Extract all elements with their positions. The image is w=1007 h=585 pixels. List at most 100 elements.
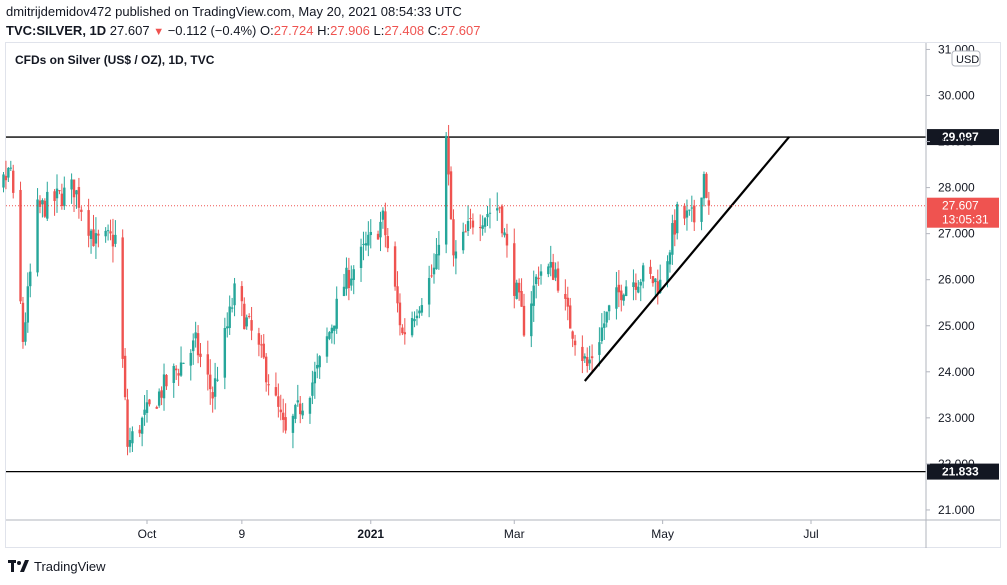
candle-body — [140, 417, 144, 434]
publisher-text: dmitrijdemidov472 published on TradingVi… — [6, 4, 462, 19]
candle-body — [581, 346, 584, 362]
candle-body — [277, 396, 280, 407]
candle-body — [376, 233, 380, 240]
symbol-ohlc-line: TVC:SILVER, 1D 27.607 ▼ −0.112 (−0.4%) O… — [6, 23, 481, 38]
candle-body — [97, 233, 100, 236]
last-price: 27.607 — [109, 23, 150, 38]
candle-body — [588, 359, 591, 364]
candle-body — [637, 286, 640, 293]
candle-body — [461, 231, 465, 251]
candle-body — [537, 277, 540, 280]
candle-body — [513, 243, 516, 296]
candle-body — [43, 200, 47, 217]
candle-body — [676, 204, 679, 234]
chart-frame[interactable] — [5, 42, 1001, 548]
price-axis[interactable]: 21.000 22.000 23.000 24.000 25.000 26.000 27.0… — [925, 42, 981, 548]
candle-body — [316, 364, 319, 369]
publisher-line: dmitrijdemidov472 published on TradingVi… — [6, 4, 462, 19]
candle-body — [206, 354, 210, 375]
candle-body — [80, 209, 83, 212]
candle-body — [260, 344, 263, 346]
time-tick-label: Mar — [504, 527, 525, 541]
candle-body — [432, 267, 436, 275]
candle-body — [600, 327, 604, 342]
price-tick-label: 29.000 — [938, 135, 975, 149]
candle-body — [634, 282, 638, 290]
last-price-badge-countdown: 13:05:31 — [942, 213, 989, 227]
candle-body — [505, 233, 509, 246]
candle-body — [58, 190, 61, 192]
candle-body — [143, 409, 146, 415]
candles — [2, 124, 711, 456]
price-tick-label: 26.000 — [938, 273, 975, 287]
candle-body — [228, 306, 231, 328]
candle-body — [126, 399, 129, 447]
candle-body — [342, 286, 346, 296]
candle-body — [345, 267, 348, 289]
candle-body — [651, 276, 655, 284]
high-label: H: — [317, 23, 331, 38]
horizontal-levels[interactable]: 29.097 21.833 — [6, 129, 999, 480]
candle-body — [245, 317, 248, 327]
time-axis[interactable]: Oct 9 2021 Mar May Jul — [6, 519, 1000, 541]
candle-body — [401, 327, 404, 334]
candle-body — [549, 261, 552, 268]
candle-body — [216, 379, 219, 381]
candle-body — [12, 170, 15, 193]
candle-body — [418, 310, 421, 314]
price-tick-label: 28.000 — [938, 181, 975, 195]
candle-body — [639, 281, 642, 286]
candle-body — [598, 342, 601, 355]
candle-body — [415, 315, 419, 319]
open-value: 27.724 — [273, 23, 314, 38]
candle-body — [138, 429, 141, 434]
candle-body — [230, 307, 234, 309]
candle-body — [274, 387, 278, 396]
candle-body — [211, 392, 214, 399]
candle-body — [452, 219, 455, 256]
candle-body — [299, 403, 302, 415]
candle-body — [671, 223, 674, 255]
candle-body — [162, 374, 166, 399]
candle-body — [444, 135, 448, 245]
candle-body — [396, 286, 399, 304]
candle-body — [77, 187, 81, 208]
candle-body — [410, 318, 414, 336]
chart-legend: CFDs on Silver (US$ / OZ), 1D, TVC — [15, 53, 215, 67]
candle-body — [479, 227, 482, 229]
candle-body — [26, 286, 30, 323]
candle-body — [194, 332, 197, 339]
candle-body — [551, 262, 555, 280]
price-tick-label: 25.000 — [938, 319, 975, 333]
trendline-group[interactable] — [583, 136, 790, 382]
candle-body — [496, 208, 499, 211]
candle-body — [123, 355, 127, 398]
candle-body — [498, 207, 501, 209]
price-change: −0.112 (−0.4%) — [167, 23, 257, 38]
candle-body — [72, 179, 76, 198]
candle-body — [213, 378, 217, 397]
candle-body — [673, 220, 676, 235]
candle-body — [155, 406, 158, 409]
candle-body — [121, 237, 124, 359]
candle-body — [148, 399, 151, 405]
candle-body — [573, 340, 577, 346]
candle-body — [209, 374, 212, 390]
down-triangle-icon: ▼ — [153, 26, 165, 38]
candle-body — [177, 373, 180, 376]
candle-body — [192, 340, 195, 352]
candle-body — [624, 286, 628, 296]
tradingview-logo[interactable]: TradingView — [8, 559, 106, 574]
price-tick-label: 30.000 — [938, 89, 975, 103]
candle-body — [403, 332, 407, 335]
candle-body — [257, 333, 261, 345]
candle-body — [464, 231, 467, 233]
time-tick-label: 9 — [239, 527, 246, 541]
candle-body — [520, 291, 523, 307]
candle-body — [347, 270, 351, 289]
candle-body — [53, 191, 56, 201]
candle-body — [311, 382, 314, 396]
candle-body — [94, 233, 98, 244]
